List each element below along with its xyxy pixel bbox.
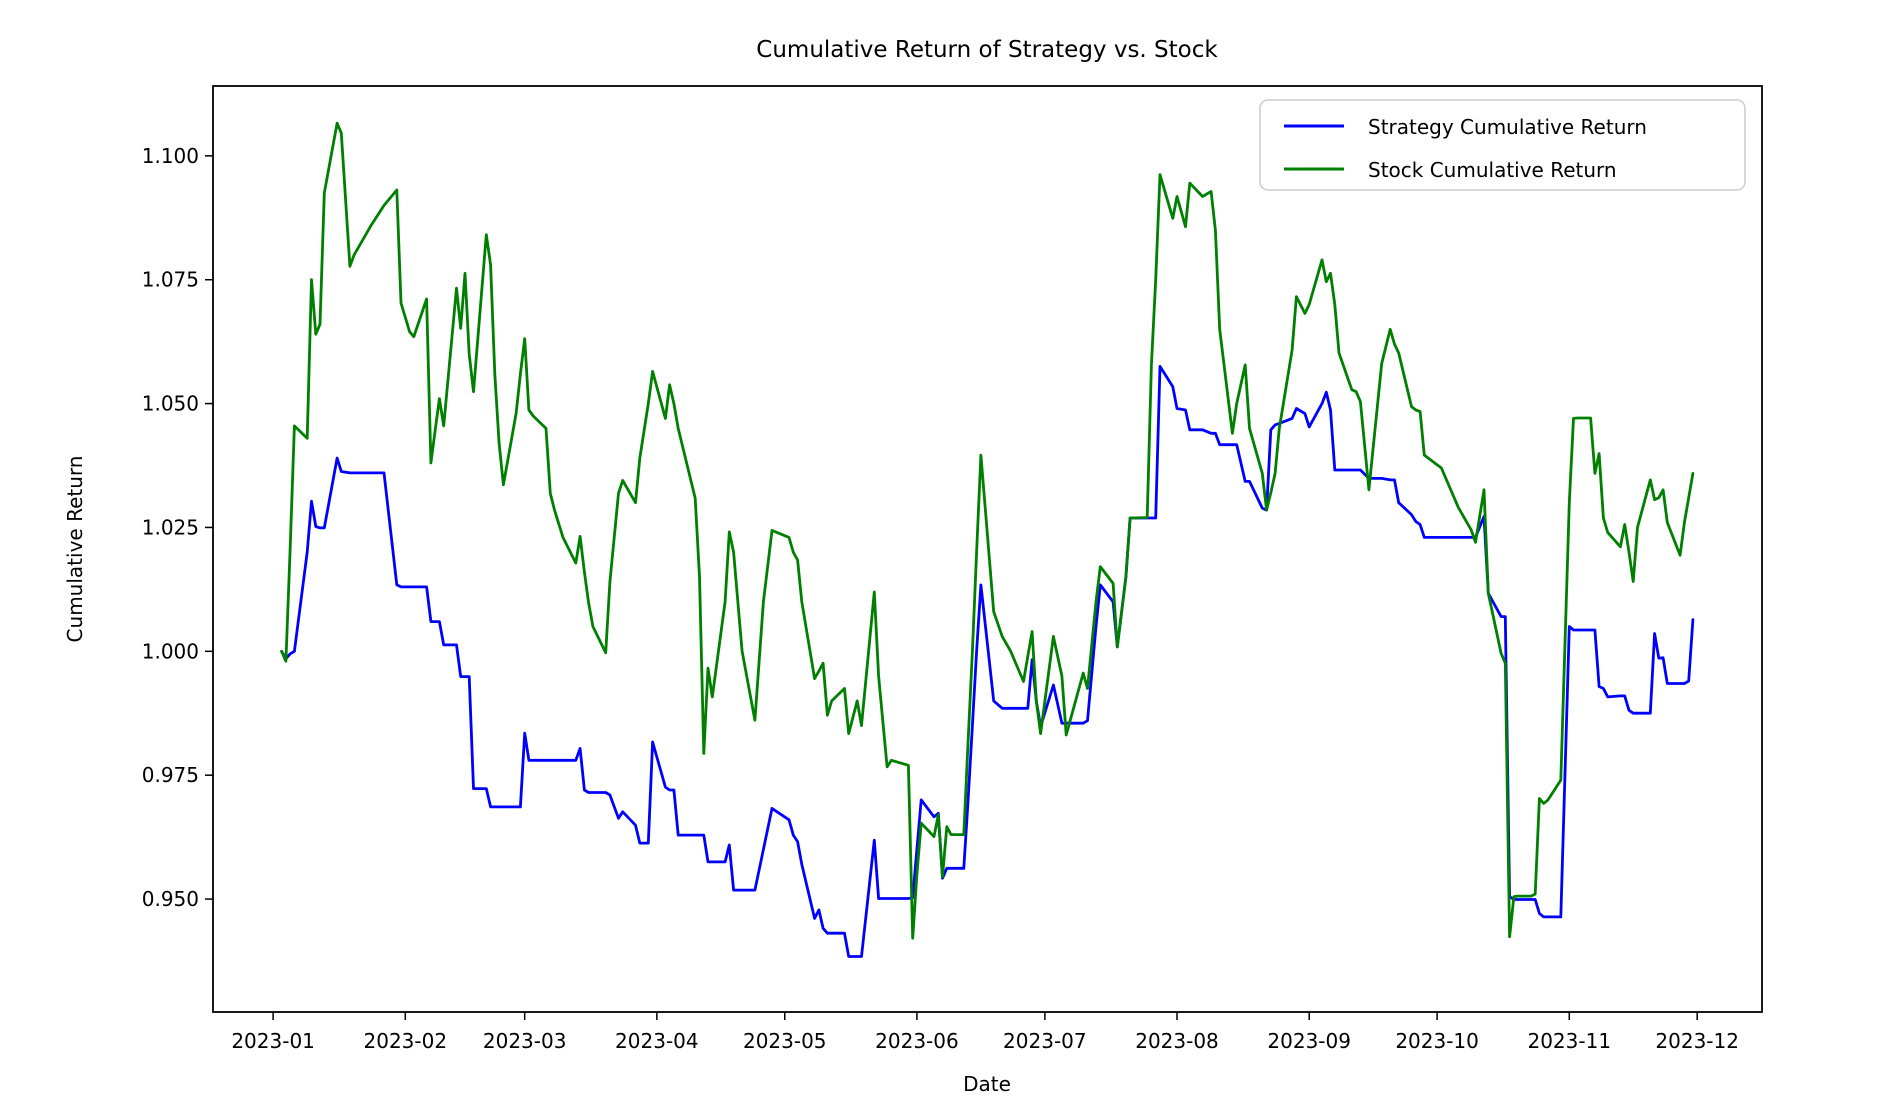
y-tick-label: 1.075	[142, 268, 199, 292]
x-axis-label: Date	[963, 1072, 1011, 1096]
y-tick-label: 1.050	[142, 392, 199, 416]
x-tick-label: 2023-09	[1267, 1029, 1351, 1053]
x-tick-label: 2023-01	[231, 1029, 315, 1053]
legend-box	[1259, 99, 1746, 191]
x-tick-label: 2023-03	[483, 1029, 567, 1053]
legend-label-stock: Stock Cumulative Return	[1368, 158, 1617, 182]
stock-return-line	[280, 121, 1695, 940]
y-tick-label: 1.025	[142, 515, 199, 539]
y-tick-label: 1.000	[142, 639, 199, 663]
x-tick-label: 2023-06	[875, 1029, 959, 1053]
y-tick-label: 1.100	[142, 144, 199, 168]
x-tick-label: 2023-04	[615, 1029, 699, 1053]
x-tick-label: 2023-12	[1655, 1029, 1739, 1053]
x-tick-label: 2023-05	[743, 1029, 827, 1053]
y-tick-label: 0.975	[142, 763, 199, 787]
x-tick-label: 2023-08	[1135, 1029, 1219, 1053]
legend-label-strategy: Strategy Cumulative Return	[1368, 115, 1647, 139]
chart-title: Cumulative Return of Strategy vs. Stock	[756, 37, 1218, 63]
x-tick-label: 2023-02	[364, 1029, 448, 1053]
legend: Strategy Cumulative Return Stock Cumulat…	[1259, 99, 1746, 191]
y-tick-label: 0.950	[142, 887, 199, 911]
x-tick-label: 2023-11	[1527, 1029, 1611, 1053]
x-tick-label: 2023-07	[1003, 1029, 1087, 1053]
axis-ticks: 2023-01 2023-02 2023-03 2023-04 2023-05 2023-…	[142, 144, 1739, 1053]
series-lines	[280, 121, 1695, 958]
x-tick-label: 2023-10	[1395, 1029, 1479, 1053]
y-axis-label: Cumulative Return	[63, 456, 87, 643]
